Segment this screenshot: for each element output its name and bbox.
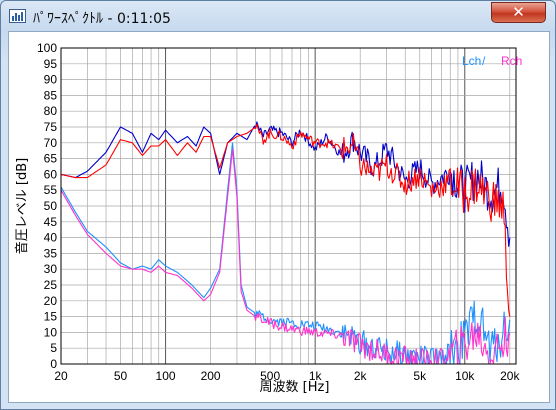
x-tick-label: 200 [201,369,221,383]
y-tick-label: 40 [44,231,58,245]
plot-border [60,47,517,365]
legend-separator: / [482,54,486,68]
title-bar[interactable]: ﾊﾟﾜｰｽﾍﾟｸﾄﾙ - 0:11:05 ✕ [1,1,555,31]
legend-lch: Lch [462,54,481,68]
y-tick-label: 35 [44,246,58,260]
y-tick-label: 45 [44,215,58,229]
spectrum-chart: 0510152025303540455055606570758085909510… [14,41,522,395]
close-icon: ✕ [512,3,525,21]
x-tick-label: 500 [260,369,280,383]
y-tick-label: 55 [44,183,58,197]
series-line-rch [60,123,511,317]
x-tick-label: 1k [309,369,323,383]
y-tick-label: 50 [44,199,58,213]
y-tick-label: 85 [44,88,58,102]
y-tick-label: 65 [44,152,58,166]
x-tick-label: 2k [354,369,368,383]
chart-area: 0 5 10 15 20 25 30 35 40 45 50 55 60 65 70 75 80 85 90 95 10… [8,31,550,403]
y-tick-label: 5 [50,341,57,355]
x-tick-label: 20 [54,369,68,383]
x-tick-label: 50 [114,369,128,383]
series-line-rch-residual [60,148,511,365]
window-title: ﾊﾟﾜｰｽﾍﾟｸﾄﾙ - 0:11:05 [33,11,171,27]
y-tick-label: 75 [44,120,58,134]
y-tick-label: 0 [50,357,57,371]
y-tick-label: 25 [44,278,58,292]
y-tick-label: 80 [44,104,58,118]
y-tick-label: 70 [44,136,58,150]
y-tick-label: 10 [44,325,58,339]
y-tick-label: 60 [44,167,58,181]
x-tick-label: 10k [455,369,475,383]
y-tick-label: 30 [44,262,58,276]
y-tick-label: 95 [44,57,58,71]
y-tick-label: 20 [44,294,58,308]
close-button[interactable]: ✕ [491,2,546,23]
legend-rch: Rch [501,54,522,68]
series-line-lch [60,121,511,247]
x-axis-label: 周波数 [Hz] [260,380,330,395]
x-tick-label: 20k [500,369,520,383]
y-tick-label: 15 [44,310,58,324]
y-tick-label: 90 [44,73,58,87]
y-axis-label: 音圧レベル [dB] [14,158,30,254]
y-tick-label: 100 [37,41,57,55]
x-tick-label: 5k [413,369,427,383]
spectrum-bars-icon [9,9,26,23]
x-tick-label: 100 [156,369,176,383]
